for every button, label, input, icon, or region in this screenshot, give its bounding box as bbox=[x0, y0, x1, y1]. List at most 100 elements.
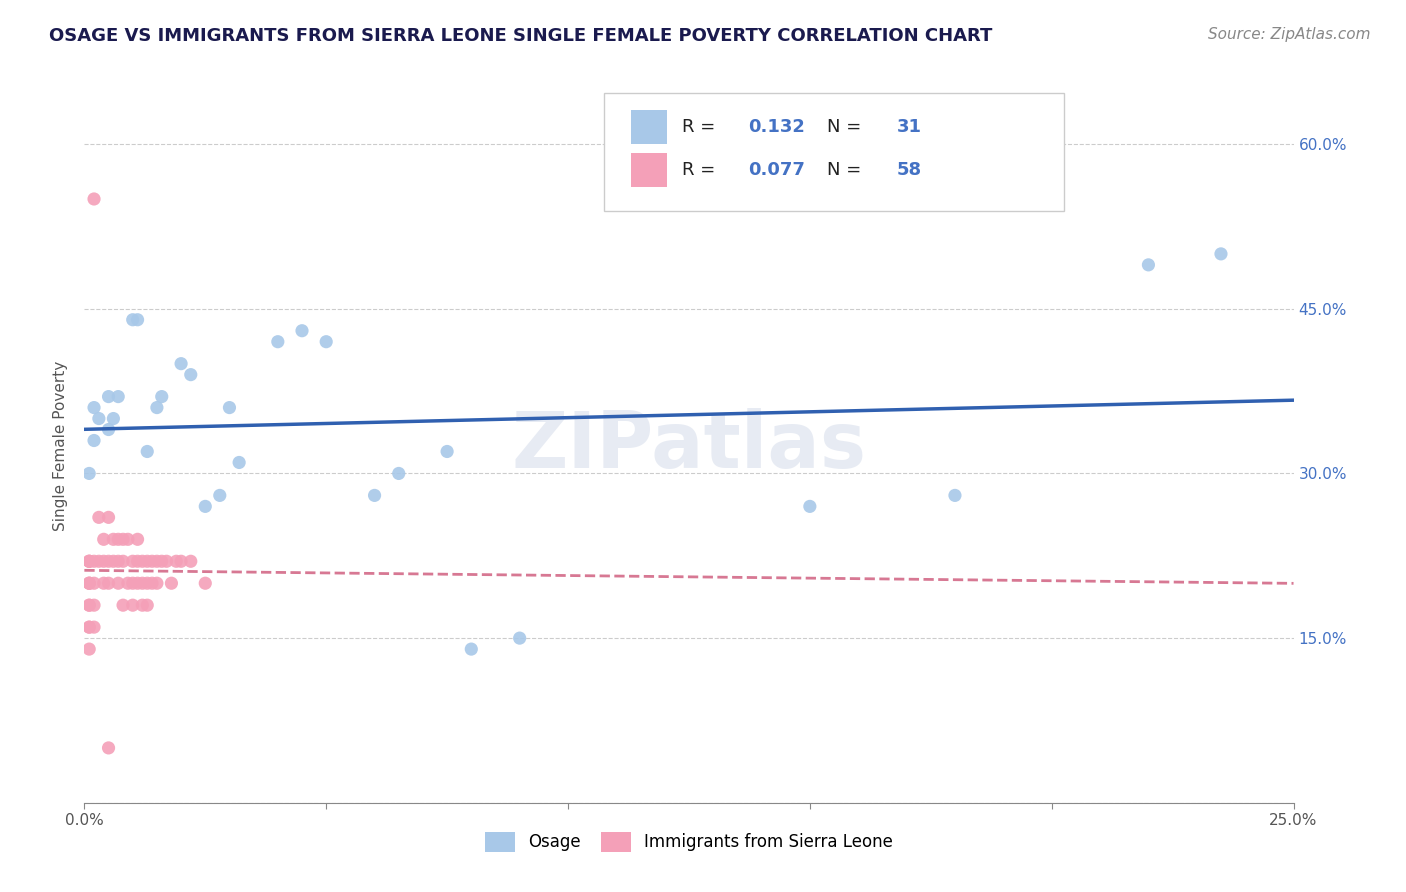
Point bbox=[77, 598, 100, 612]
Point bbox=[77, 642, 100, 657]
Text: 31: 31 bbox=[897, 118, 922, 136]
Point bbox=[150, 390, 173, 404]
Point bbox=[180, 368, 202, 382]
Point bbox=[131, 598, 153, 612]
Text: N =: N = bbox=[827, 161, 866, 178]
Point bbox=[146, 401, 169, 415]
Point bbox=[77, 576, 100, 591]
Point bbox=[141, 576, 163, 591]
Point bbox=[136, 598, 159, 612]
FancyBboxPatch shape bbox=[631, 153, 668, 187]
Point bbox=[136, 576, 159, 591]
FancyBboxPatch shape bbox=[631, 110, 668, 145]
Point bbox=[121, 312, 143, 326]
Point bbox=[77, 598, 100, 612]
Text: R =: R = bbox=[682, 118, 721, 136]
Point bbox=[107, 576, 129, 591]
Point bbox=[83, 434, 105, 448]
Point bbox=[436, 444, 458, 458]
Point bbox=[141, 554, 163, 568]
Point bbox=[77, 554, 100, 568]
Point bbox=[127, 533, 149, 547]
Point bbox=[112, 533, 135, 547]
Point bbox=[107, 390, 129, 404]
Point bbox=[87, 554, 110, 568]
Point bbox=[136, 554, 159, 568]
Point bbox=[103, 411, 125, 425]
Point bbox=[170, 357, 193, 371]
Point bbox=[218, 401, 240, 415]
Point bbox=[77, 467, 100, 481]
Point bbox=[131, 576, 153, 591]
Text: 58: 58 bbox=[897, 161, 922, 178]
Point bbox=[93, 533, 115, 547]
Point bbox=[291, 324, 314, 338]
Point bbox=[107, 554, 129, 568]
Text: 0.077: 0.077 bbox=[748, 161, 806, 178]
Point bbox=[127, 554, 149, 568]
Point bbox=[97, 554, 120, 568]
Legend: Osage, Immigrants from Sierra Leone: Osage, Immigrants from Sierra Leone bbox=[478, 825, 900, 859]
Text: OSAGE VS IMMIGRANTS FROM SIERRA LEONE SINGLE FEMALE POVERTY CORRELATION CHART: OSAGE VS IMMIGRANTS FROM SIERRA LEONE SI… bbox=[49, 27, 993, 45]
Point bbox=[77, 554, 100, 568]
Point bbox=[146, 576, 169, 591]
Point bbox=[170, 554, 193, 568]
Point bbox=[121, 598, 143, 612]
Point bbox=[194, 576, 217, 591]
Point bbox=[136, 444, 159, 458]
Point bbox=[1209, 247, 1232, 261]
Point bbox=[112, 598, 135, 612]
Point bbox=[146, 554, 169, 568]
Point bbox=[388, 467, 411, 481]
FancyBboxPatch shape bbox=[605, 93, 1064, 211]
Point bbox=[131, 554, 153, 568]
Point bbox=[127, 576, 149, 591]
Point bbox=[97, 423, 120, 437]
Point bbox=[77, 620, 100, 634]
Point bbox=[117, 576, 139, 591]
Point bbox=[150, 554, 173, 568]
Point bbox=[799, 500, 821, 514]
Point bbox=[112, 554, 135, 568]
Point bbox=[77, 620, 100, 634]
Text: N =: N = bbox=[827, 118, 866, 136]
Point bbox=[97, 390, 120, 404]
Point bbox=[1137, 258, 1160, 272]
Point bbox=[83, 620, 105, 634]
Point bbox=[77, 576, 100, 591]
Point bbox=[363, 488, 385, 502]
Point bbox=[155, 554, 177, 568]
Point bbox=[127, 312, 149, 326]
Point bbox=[121, 576, 143, 591]
Point bbox=[83, 192, 105, 206]
Point bbox=[943, 488, 966, 502]
Point bbox=[97, 510, 120, 524]
Point bbox=[87, 411, 110, 425]
Point bbox=[160, 576, 183, 591]
Point bbox=[83, 576, 105, 591]
Point bbox=[93, 554, 115, 568]
Point bbox=[107, 533, 129, 547]
Text: Source: ZipAtlas.com: Source: ZipAtlas.com bbox=[1208, 27, 1371, 42]
Point bbox=[460, 642, 482, 657]
Point bbox=[267, 334, 290, 349]
Point bbox=[97, 576, 120, 591]
Point bbox=[180, 554, 202, 568]
Point bbox=[93, 576, 115, 591]
Point bbox=[315, 334, 337, 349]
Point bbox=[165, 554, 187, 568]
Y-axis label: Single Female Poverty: Single Female Poverty bbox=[53, 361, 69, 531]
Point bbox=[228, 455, 250, 469]
Point bbox=[121, 554, 143, 568]
Point bbox=[194, 500, 217, 514]
Point bbox=[87, 510, 110, 524]
Point bbox=[77, 576, 100, 591]
Point bbox=[117, 533, 139, 547]
Point bbox=[83, 401, 105, 415]
Point bbox=[509, 631, 531, 645]
Point bbox=[103, 554, 125, 568]
Point bbox=[77, 554, 100, 568]
Point bbox=[83, 598, 105, 612]
Text: 0.132: 0.132 bbox=[748, 118, 806, 136]
Point bbox=[103, 533, 125, 547]
